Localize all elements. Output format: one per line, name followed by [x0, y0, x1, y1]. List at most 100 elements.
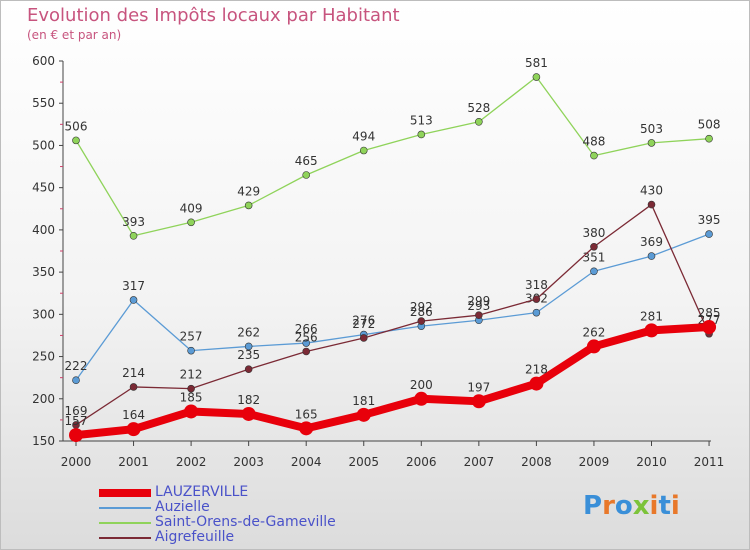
data-point [359, 334, 368, 342]
data-label: 157 [65, 414, 88, 428]
data-point [126, 422, 141, 437]
data-label: 508 [698, 118, 721, 132]
y-tick-label: 150 [32, 434, 55, 448]
data-label: 369 [640, 235, 663, 249]
data-label: 465 [295, 154, 318, 168]
data-point [647, 139, 656, 147]
y-tick-label: 450 [32, 181, 55, 195]
y-tick-label: 500 [32, 138, 55, 152]
data-label: 222 [65, 359, 88, 373]
data-label: 276 [352, 314, 375, 328]
series-line-3 [75, 203, 710, 426]
data-point [187, 346, 195, 355]
x-tick-label: 2007 [464, 455, 495, 469]
data-point [475, 311, 483, 319]
x-tick-label: 2002 [176, 455, 207, 469]
proxiti-logo: Proxiti [583, 491, 680, 521]
data-point [359, 146, 368, 155]
x-tick-label: 2000 [61, 455, 92, 469]
data-point [244, 365, 253, 374]
logo-letter: i [649, 491, 659, 521]
data-label: 257 [180, 330, 203, 344]
data-point [69, 428, 83, 443]
data-label: 262 [582, 325, 605, 339]
legend-label: Aigrefeuille [155, 529, 235, 545]
logo-letter: t [658, 491, 671, 521]
logo-letter: x [632, 491, 650, 521]
data-label: 318 [525, 278, 548, 292]
data-label: 281 [640, 309, 663, 323]
x-tick-label: 2003 [233, 455, 264, 469]
data-point [302, 347, 311, 356]
chart-subtitle: (en € et par an) [27, 28, 122, 42]
series-line-1 [75, 233, 710, 381]
data-label: 235 [237, 348, 260, 362]
data-point [532, 73, 541, 81]
data-point [532, 295, 541, 303]
logo-letter: P [583, 491, 603, 521]
data-label: 272 [352, 317, 375, 331]
data-label: 285 [698, 306, 721, 320]
data-point [705, 230, 713, 238]
data-label: 266 [295, 322, 318, 336]
legend-swatch [99, 522, 151, 524]
series-line-2 [75, 76, 710, 237]
data-label: 488 [582, 135, 605, 149]
data-label: 317 [122, 279, 145, 293]
data-label: 351 [582, 250, 605, 264]
data-point [414, 391, 429, 406]
data-point [705, 134, 713, 143]
data-point [356, 407, 371, 422]
data-label: 182 [237, 393, 260, 407]
data-label: 494 [352, 130, 375, 144]
data-label: 169 [65, 404, 88, 418]
data-point [529, 376, 544, 391]
data-label: 165 [295, 407, 318, 421]
data-label: 581 [525, 56, 548, 70]
x-tick-label: 2004 [291, 455, 322, 469]
x-tick-label: 2001 [118, 455, 149, 469]
data-label: 256 [295, 330, 318, 344]
data-label: 506 [65, 119, 88, 133]
data-label: 409 [180, 201, 203, 215]
data-point [299, 421, 314, 436]
y-tick-label: 300 [32, 307, 55, 321]
y-tick-label: 400 [32, 223, 55, 237]
data-label: 299 [467, 294, 490, 308]
data-label: 429 [237, 184, 260, 198]
data-label: 185 [180, 390, 203, 404]
data-label: 393 [122, 215, 145, 229]
data-point [647, 252, 656, 260]
data-label: 181 [352, 394, 375, 408]
data-point [187, 384, 195, 393]
data-label: 286 [410, 305, 433, 319]
x-tick-label: 2008 [521, 455, 552, 469]
x-tick-label: 2010 [636, 455, 667, 469]
data-point [586, 339, 601, 354]
x-tick-label: 2005 [348, 455, 379, 469]
legend-label: Saint-Orens-de-Gameville [155, 514, 336, 530]
data-point [184, 404, 199, 419]
data-point [244, 201, 253, 210]
data-point [241, 406, 256, 421]
data-label: 164 [122, 408, 145, 422]
legend-item: Aigrefeuille [99, 529, 399, 545]
logo-letter: r [602, 491, 615, 521]
data-point [129, 232, 138, 240]
data-label: 214 [122, 366, 145, 380]
legend-item: Auzielle [99, 499, 399, 515]
logo-letter: o [614, 491, 633, 521]
data-label: 292 [410, 300, 433, 314]
data-point [590, 267, 598, 276]
data-label: 513 [410, 113, 433, 127]
data-point [644, 323, 659, 338]
data-point [72, 376, 80, 385]
y-tick-label: 350 [32, 265, 55, 279]
data-label: 293 [467, 299, 490, 313]
data-label: 212 [180, 368, 203, 382]
data-label: 503 [640, 122, 663, 136]
legend-swatch [99, 507, 151, 509]
data-point [72, 136, 80, 145]
data-label: 197 [467, 380, 490, 394]
